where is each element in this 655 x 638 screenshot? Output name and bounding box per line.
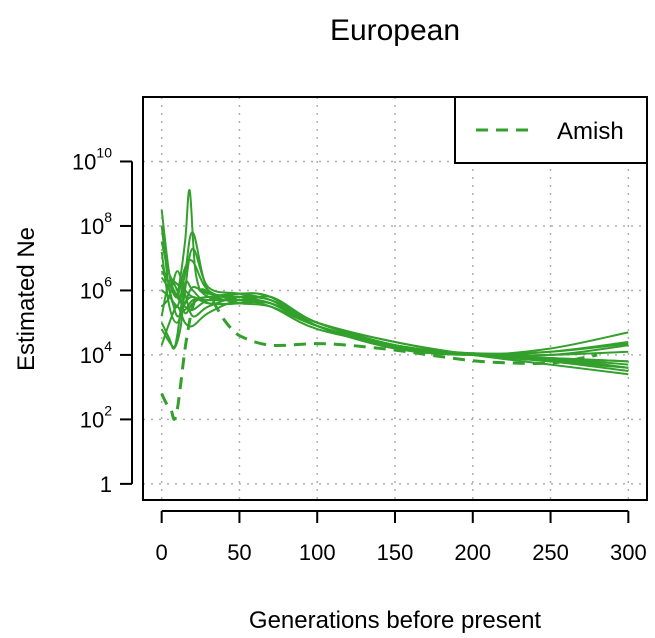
x-tick-label: 200 <box>454 540 491 565</box>
y-tick-label: 106 <box>80 273 112 303</box>
x-tick-label: 250 <box>532 540 569 565</box>
legend: Amish <box>454 96 648 164</box>
y-tick-label: 1 <box>100 472 112 497</box>
y-axis: 1 102 104 106 108 1010 <box>72 144 133 497</box>
x-tick-label: 100 <box>299 540 336 565</box>
x-tick-label: 300 <box>610 540 647 565</box>
y-tick-label: 108 <box>80 209 112 239</box>
x-tick-label: 150 <box>377 540 414 565</box>
series-lines <box>160 189 629 421</box>
chart-title: European <box>330 14 460 47</box>
series-line-amish <box>160 288 598 421</box>
x-tick-label: 0 <box>156 540 168 565</box>
x-tick-label: 50 <box>227 540 251 565</box>
grid <box>143 97 647 500</box>
y-tick-label: 104 <box>80 338 112 368</box>
x-axis-label: Generations before present <box>249 607 542 634</box>
y-axis-label: Estimated Ne <box>13 227 40 371</box>
x-axis: 0 50 100 150 200 250 300 <box>156 510 647 565</box>
series-line-13 <box>160 278 629 357</box>
series-line-10 <box>160 298 629 355</box>
plot-frame <box>142 96 648 501</box>
legend-amish-label: Amish <box>557 118 624 145</box>
y-tick-label: 1010 <box>72 144 112 174</box>
y-tick-label: 102 <box>80 402 112 432</box>
